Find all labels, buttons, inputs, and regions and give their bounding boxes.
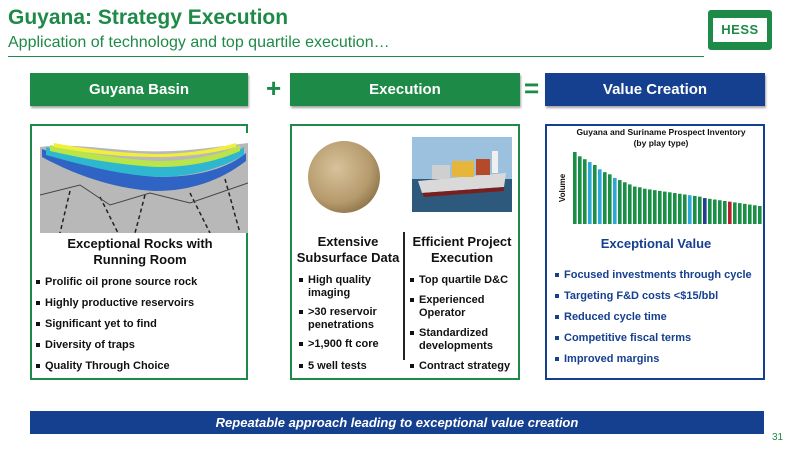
subsurface-bullet: >1,900 ft core	[299, 338, 399, 351]
chart-bar	[698, 196, 702, 224]
prospect-inventory-chart: Guyana and Suriname Prospect Inventory (…	[558, 127, 762, 224]
chart-bar	[718, 200, 722, 224]
chart-bar	[583, 159, 587, 224]
chart-bar	[753, 205, 757, 224]
chart-bar	[658, 190, 662, 224]
footer-banner: Repeatable approach leading to exception…	[30, 411, 764, 434]
chart-y-axis-label: Volume	[558, 173, 567, 202]
project-execution-bullet: Contract strategy	[410, 360, 518, 373]
value-bullet: Reduced cycle time	[555, 311, 763, 324]
equals-sign: =	[524, 73, 540, 103]
chart-bar	[608, 174, 612, 224]
subsurface-bullet: 5 well tests	[299, 360, 399, 373]
chart-bar	[653, 190, 657, 224]
chart-bar	[598, 169, 602, 224]
chart-bar	[663, 191, 667, 224]
subsurface-bullet: High quality imaging	[299, 274, 399, 300]
value-bullet: Focused investments through cycle	[555, 269, 763, 282]
execution-banner: Execution	[290, 73, 520, 106]
plus-sign: +	[266, 73, 282, 103]
value-bullet: Competitive fiscal terms	[555, 332, 763, 345]
chart-bar	[728, 201, 732, 224]
chart-bar	[748, 204, 752, 224]
chart-title: Guyana and Suriname Prospect Inventory	[576, 127, 745, 137]
value-bullet: Improved margins	[555, 353, 763, 366]
chart-bar	[633, 186, 637, 224]
hess-logo: HESS	[708, 10, 772, 50]
value-panel	[545, 124, 765, 380]
value-creation-banner: Value Creation	[545, 73, 765, 106]
chart-bar	[673, 193, 677, 224]
chart-bar	[738, 203, 742, 224]
chart-bar	[628, 184, 632, 224]
chart-bar	[733, 202, 737, 224]
page-title: Guyana: Strategy Execution	[8, 6, 289, 29]
page-subtitle: Application of technology and top quarti…	[8, 34, 390, 51]
chart-bar	[603, 172, 607, 224]
chart-bar	[643, 188, 647, 224]
chart-bar	[693, 195, 697, 224]
chart-bar	[668, 192, 672, 224]
subsurface-bullet-list: High quality imaging >30 reservoir penet…	[299, 274, 399, 373]
guyana-basin-banner: Guyana Basin	[30, 73, 248, 106]
chart-bar	[678, 193, 682, 224]
basin-bullet: Significant yet to find	[36, 318, 241, 331]
page-number: 31	[772, 432, 784, 443]
chart-bar	[688, 195, 692, 224]
chart-bar	[713, 199, 717, 224]
basin-bullet: Quality Through Choice	[36, 360, 241, 373]
value-heading: Exceptional Value	[600, 236, 712, 251]
fpso-ship-photo	[412, 137, 512, 212]
project-execution-bullet: Standardized developments	[410, 327, 518, 353]
chart-bar	[613, 177, 617, 224]
chart-bar	[758, 206, 762, 224]
subsurface-heading: Extensive Subsurface Data	[296, 234, 400, 265]
chart-bar-group	[573, 152, 762, 224]
rock-core-photo	[308, 141, 380, 213]
basin-bullet: Diversity of traps	[36, 339, 241, 352]
title-divider	[8, 56, 704, 57]
chart-bar	[703, 198, 707, 224]
chart-bar	[573, 152, 577, 224]
chart-bar	[648, 189, 652, 224]
chart-bar	[683, 194, 687, 224]
chart-bar	[723, 200, 727, 224]
project-execution-bullet: Experienced Operator	[410, 294, 518, 320]
project-execution-heading: Efficient Project Execution	[412, 234, 512, 265]
chart-bar	[743, 203, 747, 224]
chart-bar	[578, 156, 582, 224]
chart-bar	[618, 180, 622, 224]
chart-subtitle: (by play type)	[634, 138, 689, 148]
chart-bar	[708, 198, 712, 224]
chart-bar	[588, 162, 592, 224]
subsurface-bullet: >30 reservoir penetrations	[299, 306, 399, 332]
basin-bullet-list: Prolific oil prone source rock Highly pr…	[36, 276, 241, 373]
value-bullet-list: Focused investments through cycle Target…	[555, 269, 763, 366]
chart-bar	[638, 187, 642, 224]
logo-text: HESS	[713, 18, 767, 42]
value-bullet: Targeting F&D costs <$15/bbl	[555, 290, 763, 303]
basin-bullet: Highly productive reservoirs	[36, 297, 241, 310]
basin-bullet: Prolific oil prone source rock	[36, 276, 241, 289]
column-divider	[403, 232, 405, 360]
chart-bar	[623, 182, 627, 224]
basin-cross-section-image	[40, 133, 248, 233]
chart-bar	[593, 164, 597, 224]
project-execution-bullet-list: Top quartile D&C Experienced Operator St…	[410, 274, 518, 373]
basin-heading: Exceptional Rocks with Running Room	[67, 236, 213, 267]
project-execution-bullet: Top quartile D&C	[410, 274, 518, 287]
